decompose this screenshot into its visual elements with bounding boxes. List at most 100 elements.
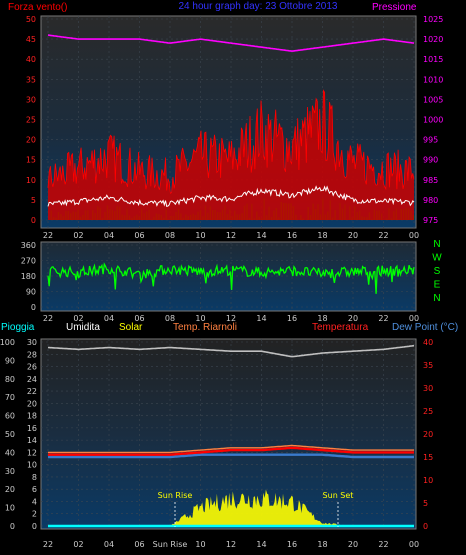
y-tick-label: 40 — [5, 448, 15, 457]
y-tick-label: 5 — [423, 499, 428, 508]
x-tick-label: 02 — [73, 314, 83, 323]
x-tick-label: 18 — [317, 314, 327, 323]
temperature-label: Temperatura — [312, 322, 369, 333]
y-tick-label: 0 — [32, 522, 37, 531]
y-tick-label: 14 — [27, 436, 37, 445]
y-tick-label: 360 — [21, 241, 36, 250]
compass-letter: S — [434, 266, 441, 277]
y-tick-label: 80 — [5, 375, 15, 384]
dewpoint-label: Dew Point (°C) — [392, 322, 458, 333]
x-tick-label: 22 — [43, 314, 53, 323]
y-tick-label: 20 — [5, 485, 15, 494]
x-tick-label: 14 — [256, 540, 266, 549]
chart-title: 24 hour graph day: 23 Ottobre 2013 — [178, 1, 337, 12]
y-tick-label: 18 — [27, 412, 37, 421]
x-tick-label: 06 — [134, 231, 144, 240]
y-tick-label: 0 — [423, 522, 428, 531]
y-tick-label: 22 — [27, 387, 37, 396]
y-tick-label: 1000 — [423, 116, 443, 125]
y-tick-label: 35 — [26, 75, 36, 84]
x-tick-label: 14 — [256, 314, 266, 323]
y-tick-label: 10 — [27, 461, 37, 470]
compass-letter: N — [433, 293, 440, 304]
y-tick-label: 24 — [27, 375, 37, 384]
solar-area — [48, 489, 414, 526]
wind-average-line — [47, 185, 415, 208]
pressure-series-line — [47, 34, 415, 52]
temp-riarnoli-label: Temp. Riarnoli — [173, 322, 237, 333]
y-tick-label: 0 — [10, 522, 15, 531]
dewpoint-series-line — [48, 453, 414, 459]
x-tick-label: 00 — [409, 540, 419, 549]
x-tick-label: 18 — [317, 231, 327, 240]
y-tick-label: 30 — [27, 338, 37, 347]
x-tick-label: 22 — [378, 231, 388, 240]
bottom-series — [47, 344, 415, 528]
y-tick-label: 26 — [27, 363, 37, 372]
x-tick-label: Sun Rise — [153, 540, 188, 549]
x-tick-label: 10 — [195, 540, 205, 549]
y-tick-label: 1025 — [423, 15, 443, 24]
direction-x-ticks: 22 02 04 06 08 10 12 14 16 18 20 22 00 — [43, 314, 419, 323]
x-tick-label: 08 — [165, 231, 175, 240]
top-x-ticks: 22 02 04 06 08 10 12 14 16 18 20 22 00 — [43, 231, 419, 240]
x-tick-label: 12 — [226, 540, 236, 549]
bottom-grid — [41, 339, 416, 529]
x-tick-label: 12 — [226, 314, 236, 323]
x-tick-label: 22 — [378, 540, 388, 549]
y-tick-label: 12 — [27, 448, 37, 457]
x-tick-label: 04 — [104, 540, 114, 549]
y-tick-label: 30 — [26, 95, 36, 104]
y-tick-label: 45 — [26, 35, 36, 44]
y-tick-label: 1020 — [423, 35, 443, 44]
y-tick-label: 20 — [423, 430, 433, 439]
y-tick-label: 100 — [0, 338, 15, 347]
x-tick-label: 20 — [348, 540, 358, 549]
x-tick-label: 06 — [134, 540, 144, 549]
x-tick-label: 10 — [195, 314, 205, 323]
y-tick-label: 40 — [423, 338, 433, 347]
y-tick-label: 8 — [32, 473, 37, 482]
y-tick-label: 30 — [423, 384, 433, 393]
compass-letter: E — [434, 280, 441, 291]
y-tick-label: 15 — [26, 156, 36, 165]
y-tick-label: 25 — [26, 116, 36, 125]
pressure-axis-label: Pressione — [372, 2, 417, 13]
y-tick-label: 1015 — [423, 55, 443, 64]
y-tick-label: 20 — [27, 399, 37, 408]
y-tick-label: 990 — [423, 156, 438, 165]
wind-axis-label: Forza vento() — [8, 2, 67, 13]
compass-letter: N — [433, 239, 440, 250]
direction-plot-area — [40, 241, 417, 312]
bottom-x-ticks: 22 02 04 06 Sun Rise 10 12 14 16 18 20 22 00 — [43, 540, 419, 549]
y-tick-label: 60 — [5, 412, 15, 421]
temp-riarnoli-series-line — [48, 444, 414, 454]
compass-letter: W — [432, 253, 442, 264]
direction-axis-ticks: 360 270 180 90 0 — [21, 241, 36, 312]
y-tick-label: 980 — [423, 196, 438, 205]
y-tick-label: 90 — [26, 288, 36, 297]
x-tick-label: 20 — [348, 314, 358, 323]
x-tick-label: 16 — [287, 231, 297, 240]
y-tick-label: 0 — [31, 216, 36, 225]
rain-label: Pioggia — [1, 322, 35, 333]
y-tick-label: 10 — [26, 176, 36, 185]
x-tick-label: 22 — [43, 231, 53, 240]
humidity-series-line — [47, 344, 415, 358]
y-tick-label: 20 — [26, 136, 36, 145]
x-tick-label: 12 — [226, 231, 236, 240]
y-tick-label: 4 — [32, 497, 37, 506]
direction-series — [47, 262, 415, 294]
pressure-axis-ticks: 1025 1020 1015 1010 1005 1000 995 990 985 980 975 — [423, 15, 443, 225]
y-tick-label: 16 — [27, 424, 37, 433]
x-tick-label: 00 — [409, 231, 419, 240]
x-tick-label: 16 — [287, 314, 297, 323]
x-tick-label: 02 — [73, 231, 83, 240]
y-tick-label: 6 — [32, 485, 37, 494]
y-tick-label: 90 — [5, 356, 15, 365]
